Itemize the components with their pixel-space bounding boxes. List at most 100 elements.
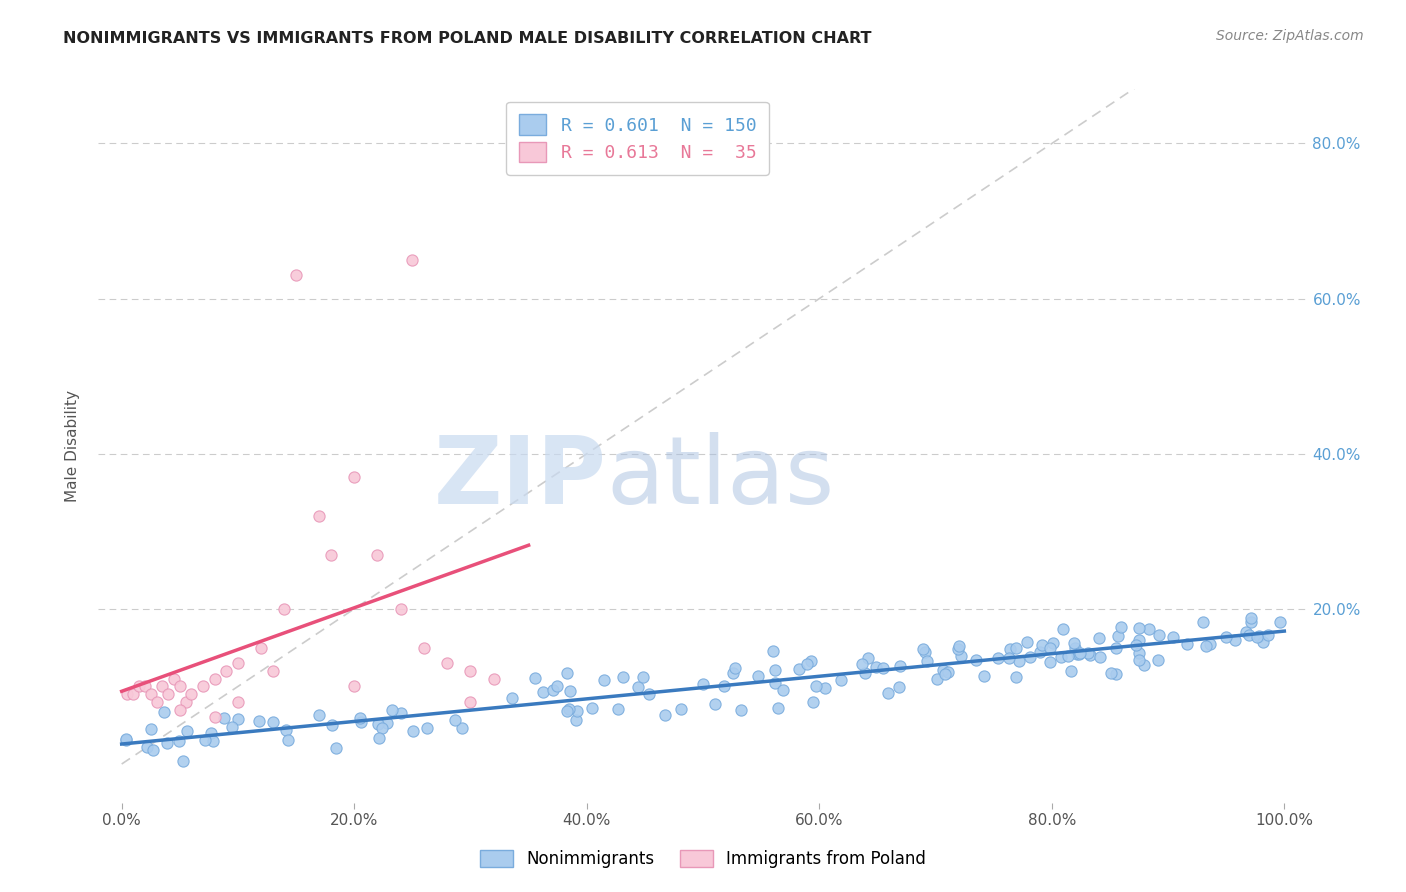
Point [176,723,198,738]
Point [1249,629,1271,643]
Point [1246,630,1268,644]
Point [555,704,578,718]
Point [768,701,790,715]
Point [1042,636,1064,650]
Point [853,666,876,681]
Point [565,713,588,727]
Point [1125,638,1147,652]
Point [965,652,987,666]
Point [389,602,412,616]
Point [1078,648,1101,663]
Point [723,666,745,681]
Point [191,680,214,694]
Point [247,714,270,728]
Point [370,721,392,735]
Text: NONIMMIGRANTS VS IMMIGRANTS FROM POLAND MALE DISABILITY CORRELATION CHART: NONIMMIGRANTS VS IMMIGRANTS FROM POLAND … [63,31,872,46]
Point [1237,628,1260,642]
Point [631,669,654,683]
Point [172,754,194,768]
Point [762,644,785,658]
Point [1215,630,1237,644]
Point [763,664,786,678]
Point [1225,632,1247,647]
Point [402,723,425,738]
Point [460,695,482,709]
Point [804,679,827,693]
Point [772,683,794,698]
Point [389,706,412,721]
Point [671,702,693,716]
Point [115,733,138,747]
Point [277,733,299,747]
Point [800,653,823,667]
Point [950,648,973,663]
Point [1146,653,1168,667]
Point [482,672,505,686]
Point [747,669,769,683]
Point [692,677,714,691]
Point [1088,631,1111,645]
Point [367,717,389,731]
Point [998,642,1021,657]
Point [558,683,581,698]
Point [156,735,179,749]
Point [436,656,458,670]
Point [1029,645,1052,659]
Point [1137,622,1160,636]
Point [730,702,752,716]
Point [925,672,948,686]
Point [581,701,603,715]
Text: Source: ZipAtlas.com: Source: ZipAtlas.com [1216,29,1364,43]
Point [1063,636,1085,650]
Point [801,695,824,709]
Point [541,682,564,697]
Point [557,702,579,716]
Point [567,704,589,718]
Point [1240,615,1263,629]
Point [136,740,159,755]
Point [1105,667,1128,681]
Legend: R = 0.601  N = 150, R = 0.613  N =  35: R = 0.601 N = 150, R = 0.613 N = 35 [506,102,769,175]
Point [167,734,190,748]
Point [1240,611,1263,625]
Point [1191,615,1213,629]
Point [1066,647,1088,661]
Point [865,659,887,673]
Point [349,711,371,725]
Point [401,252,423,267]
Point [987,651,1010,665]
Point [872,660,894,674]
Point [1128,653,1150,667]
Point [202,733,225,747]
Point [128,680,150,694]
Point [180,687,202,701]
Point [215,664,238,678]
Point [1161,630,1184,644]
Point [1128,646,1150,660]
Point [1069,646,1091,660]
Point [763,676,786,690]
Point [936,665,959,679]
Point [142,742,165,756]
Point [877,686,900,700]
Point [1107,629,1129,643]
Point [917,654,939,668]
Point [416,721,439,735]
Point [145,695,167,709]
Point [308,508,330,523]
Point [1007,654,1029,668]
Point [413,640,436,655]
Point [851,657,873,671]
Point [204,672,226,686]
Point [204,710,226,724]
Point [889,659,911,673]
Point [250,640,273,655]
Point [914,645,936,659]
Point [1067,648,1090,662]
Point [1105,641,1128,656]
Point [830,673,852,688]
Point [1195,639,1218,653]
Point [1128,621,1150,635]
Point [998,650,1021,665]
Point [789,662,811,676]
